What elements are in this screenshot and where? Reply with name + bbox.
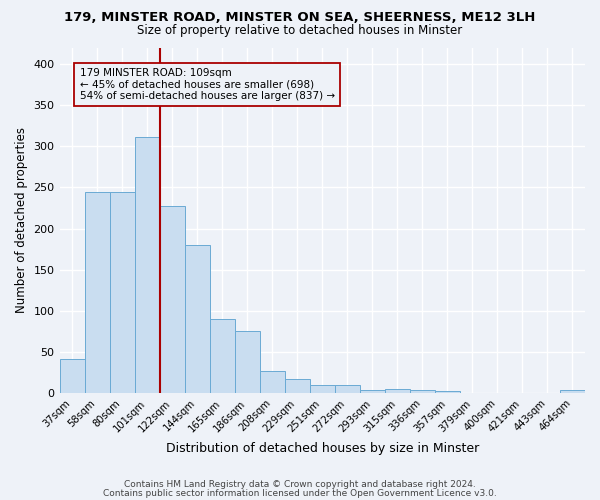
Text: Contains HM Land Registry data © Crown copyright and database right 2024.: Contains HM Land Registry data © Crown c…: [124, 480, 476, 489]
Bar: [435, 390, 460, 393]
Bar: [260, 371, 285, 393]
Text: 179, MINSTER ROAD, MINSTER ON SEA, SHEERNESS, ME12 3LH: 179, MINSTER ROAD, MINSTER ON SEA, SHEER…: [64, 11, 536, 24]
Bar: [110, 192, 134, 393]
X-axis label: Distribution of detached houses by size in Minster: Distribution of detached houses by size …: [166, 442, 479, 455]
Text: Size of property relative to detached houses in Minster: Size of property relative to detached ho…: [137, 24, 463, 37]
Bar: [285, 379, 310, 393]
Text: Contains public sector information licensed under the Open Government Licence v3: Contains public sector information licen…: [103, 488, 497, 498]
Bar: [134, 137, 160, 393]
Bar: [410, 390, 435, 393]
Text: 179 MINSTER ROAD: 109sqm
← 45% of detached houses are smaller (698)
54% of semi-: 179 MINSTER ROAD: 109sqm ← 45% of detach…: [80, 68, 335, 102]
Bar: [560, 390, 585, 393]
Y-axis label: Number of detached properties: Number of detached properties: [15, 128, 28, 314]
Bar: [59, 358, 85, 393]
Bar: [310, 385, 335, 393]
Bar: [385, 389, 410, 393]
Bar: [85, 192, 110, 393]
Bar: [360, 390, 385, 393]
Bar: [235, 332, 260, 393]
Bar: [209, 319, 235, 393]
Bar: [335, 385, 360, 393]
Bar: [160, 206, 185, 393]
Bar: [185, 245, 209, 393]
